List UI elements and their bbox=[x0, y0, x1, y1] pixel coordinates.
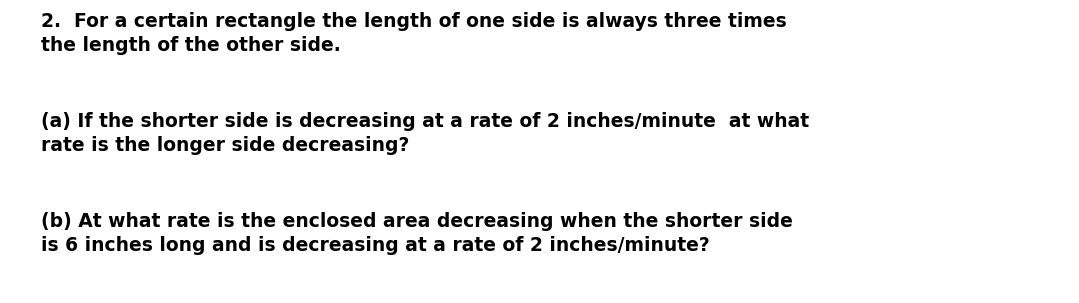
Text: 2.  For a certain rectangle the length of one side is always three times
the len: 2. For a certain rectangle the length of… bbox=[41, 12, 787, 55]
Text: (a) If the shorter side is decreasing at a rate of 2 inches/minute  at what
rate: (a) If the shorter side is decreasing at… bbox=[41, 112, 809, 155]
Text: (b) At what rate is the enclosed area decreasing when the shorter side
is 6 inch: (b) At what rate is the enclosed area de… bbox=[41, 212, 793, 255]
